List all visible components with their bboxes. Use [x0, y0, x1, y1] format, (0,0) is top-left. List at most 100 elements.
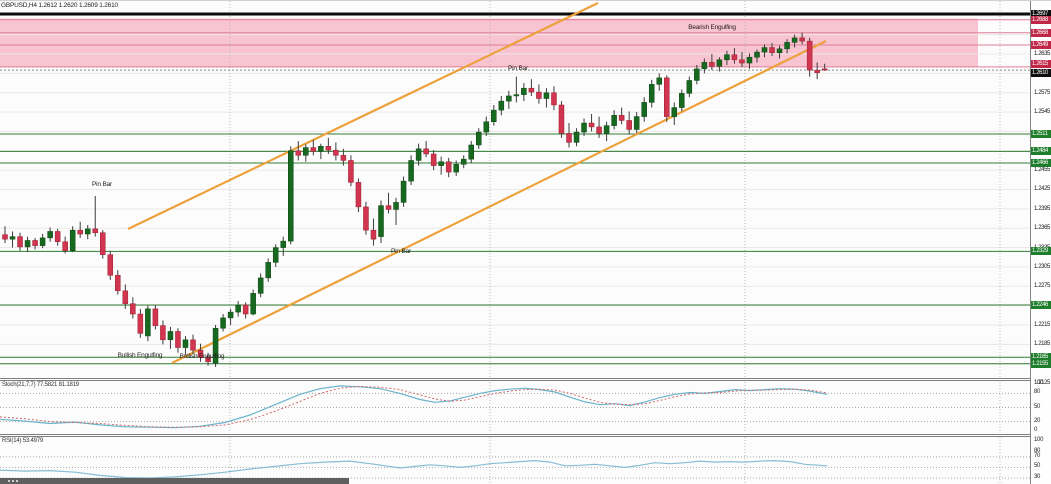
bear-candle: [333, 149, 339, 156]
bull-candle: [235, 304, 241, 313]
bull-candle: [167, 331, 174, 341]
bull-candle: [498, 100, 505, 111]
bear-candle: [197, 349, 204, 358]
price-axis[interactable]: 1.2635 1.2575 1.2545 1.2455 1.2425 1.2395 1.23…: [1030, 1, 1051, 484]
bull-candle: [84, 228, 91, 235]
bull-candle: [521, 87, 527, 95]
rsi-scale-label: 50: [1034, 463, 1041, 470]
bull-candle: [476, 131, 482, 146]
bull-candle: [746, 56, 753, 64]
bear-candle: [205, 356, 211, 363]
bull-candle: [656, 77, 662, 85]
green-level-label: 1.2329: [1031, 247, 1051, 256]
bear-candle: [370, 229, 377, 240]
bull-candle: [182, 339, 189, 348]
bull-candle: [265, 262, 271, 279]
channel-lower[interactable]: [171, 40, 827, 364]
annotation-pin-bar: Pin Bar: [92, 181, 112, 188]
stochastic-panel: [0, 382, 1030, 433]
price-tick-label: 1.2365: [1034, 225, 1050, 232]
bull-candle: [288, 150, 294, 242]
bull-candle: [513, 94, 520, 97]
red-level-label: 1.2668: [1031, 28, 1051, 37]
bull-candle: [280, 240, 286, 248]
bull-candle: [24, 240, 31, 248]
price-tick-label: 1.2125: [1034, 380, 1050, 387]
bear-candle: [295, 150, 302, 156]
bull-candle: [272, 247, 279, 263]
bear-candle: [190, 339, 196, 351]
bear-candle: [175, 331, 181, 348]
green-level-label: 1.2155: [1031, 359, 1051, 368]
bear-candle: [355, 182, 362, 208]
bear-candle: [430, 153, 437, 166]
price-tick-label: 1.2215: [1034, 321, 1050, 328]
bear-candle: [310, 147, 317, 152]
bull-candle: [543, 92, 550, 99]
bear-candle: [709, 62, 715, 67]
bull-candle: [453, 164, 459, 173]
bull-candle: [145, 308, 151, 337]
bull-candle: [378, 205, 384, 237]
bull-candle: [761, 47, 768, 53]
current-price-label: 1.2610: [1031, 69, 1051, 78]
green-level-label: 1.2484: [1031, 147, 1051, 156]
bear-candle: [242, 304, 249, 315]
bear-candle: [739, 59, 745, 64]
bear-candle: [92, 228, 98, 233]
bull-candle: [791, 37, 798, 43]
bull-candle: [724, 54, 730, 61]
bear-candle: [77, 229, 83, 235]
red-level-label: 1.2649: [1031, 40, 1051, 49]
bull-candle: [47, 231, 53, 239]
rsi-line: [0, 459, 828, 479]
bear-candle: [385, 205, 392, 210]
bull-candle: [318, 146, 324, 152]
bull-candle: [468, 144, 474, 160]
bull-candle: [227, 311, 234, 319]
stoch-signal-line: [0, 385, 828, 428]
rsi-panel: [0, 437, 1030, 484]
bear-candle: [32, 240, 38, 246]
bear-candle: [799, 37, 805, 42]
bear-candle: [130, 303, 136, 315]
bear-candle: [363, 206, 369, 231]
annotation-bearish-engulfing: Bearish Engulfing: [688, 24, 736, 31]
bull-candle: [438, 161, 444, 166]
rsi-scale-label: 80: [1034, 447, 1041, 454]
bull-candle: [573, 131, 580, 143]
bull-candle: [491, 109, 497, 122]
bull-candle: [784, 42, 790, 50]
bear-candle: [340, 155, 347, 161]
green-level-label: 1.2511: [1031, 130, 1051, 138]
bear-candle: [122, 290, 129, 304]
bear-candle: [558, 104, 565, 134]
bull-candle: [212, 327, 219, 364]
bull-candle: [694, 68, 700, 81]
bull-candle: [701, 62, 708, 70]
bull-candle: [303, 147, 309, 156]
bull-candle: [671, 107, 678, 117]
green-level-label: 1.2165: [1031, 353, 1051, 362]
main-panel: [0, 1, 1030, 378]
bear-candle: [100, 232, 106, 255]
bear-candle: [62, 241, 68, 252]
bull-candle: [686, 80, 693, 94]
bear-candle: [107, 254, 114, 276]
channel-upper[interactable]: [127, 2, 599, 230]
bear-candle: [152, 308, 159, 326]
price-tick-label: 1.2275: [1034, 283, 1050, 290]
taskbar-fragment[interactable]: [0, 478, 349, 484]
price-tick-label: 1.2425: [1034, 186, 1050, 193]
annotation-bullish-engulfing: Bullish Engulfing: [117, 352, 163, 359]
bear-candle: [423, 148, 429, 155]
bear-candle: [596, 126, 602, 134]
green-level-label: 1.2246: [1031, 300, 1051, 309]
bull-candle: [415, 148, 422, 161]
bull-candle: [633, 116, 640, 130]
bear-candle: [528, 87, 535, 93]
taskbar-icon: [12, 480, 14, 482]
bull-candle: [460, 158, 467, 165]
price-tick-label: 1.2455: [1034, 167, 1050, 174]
